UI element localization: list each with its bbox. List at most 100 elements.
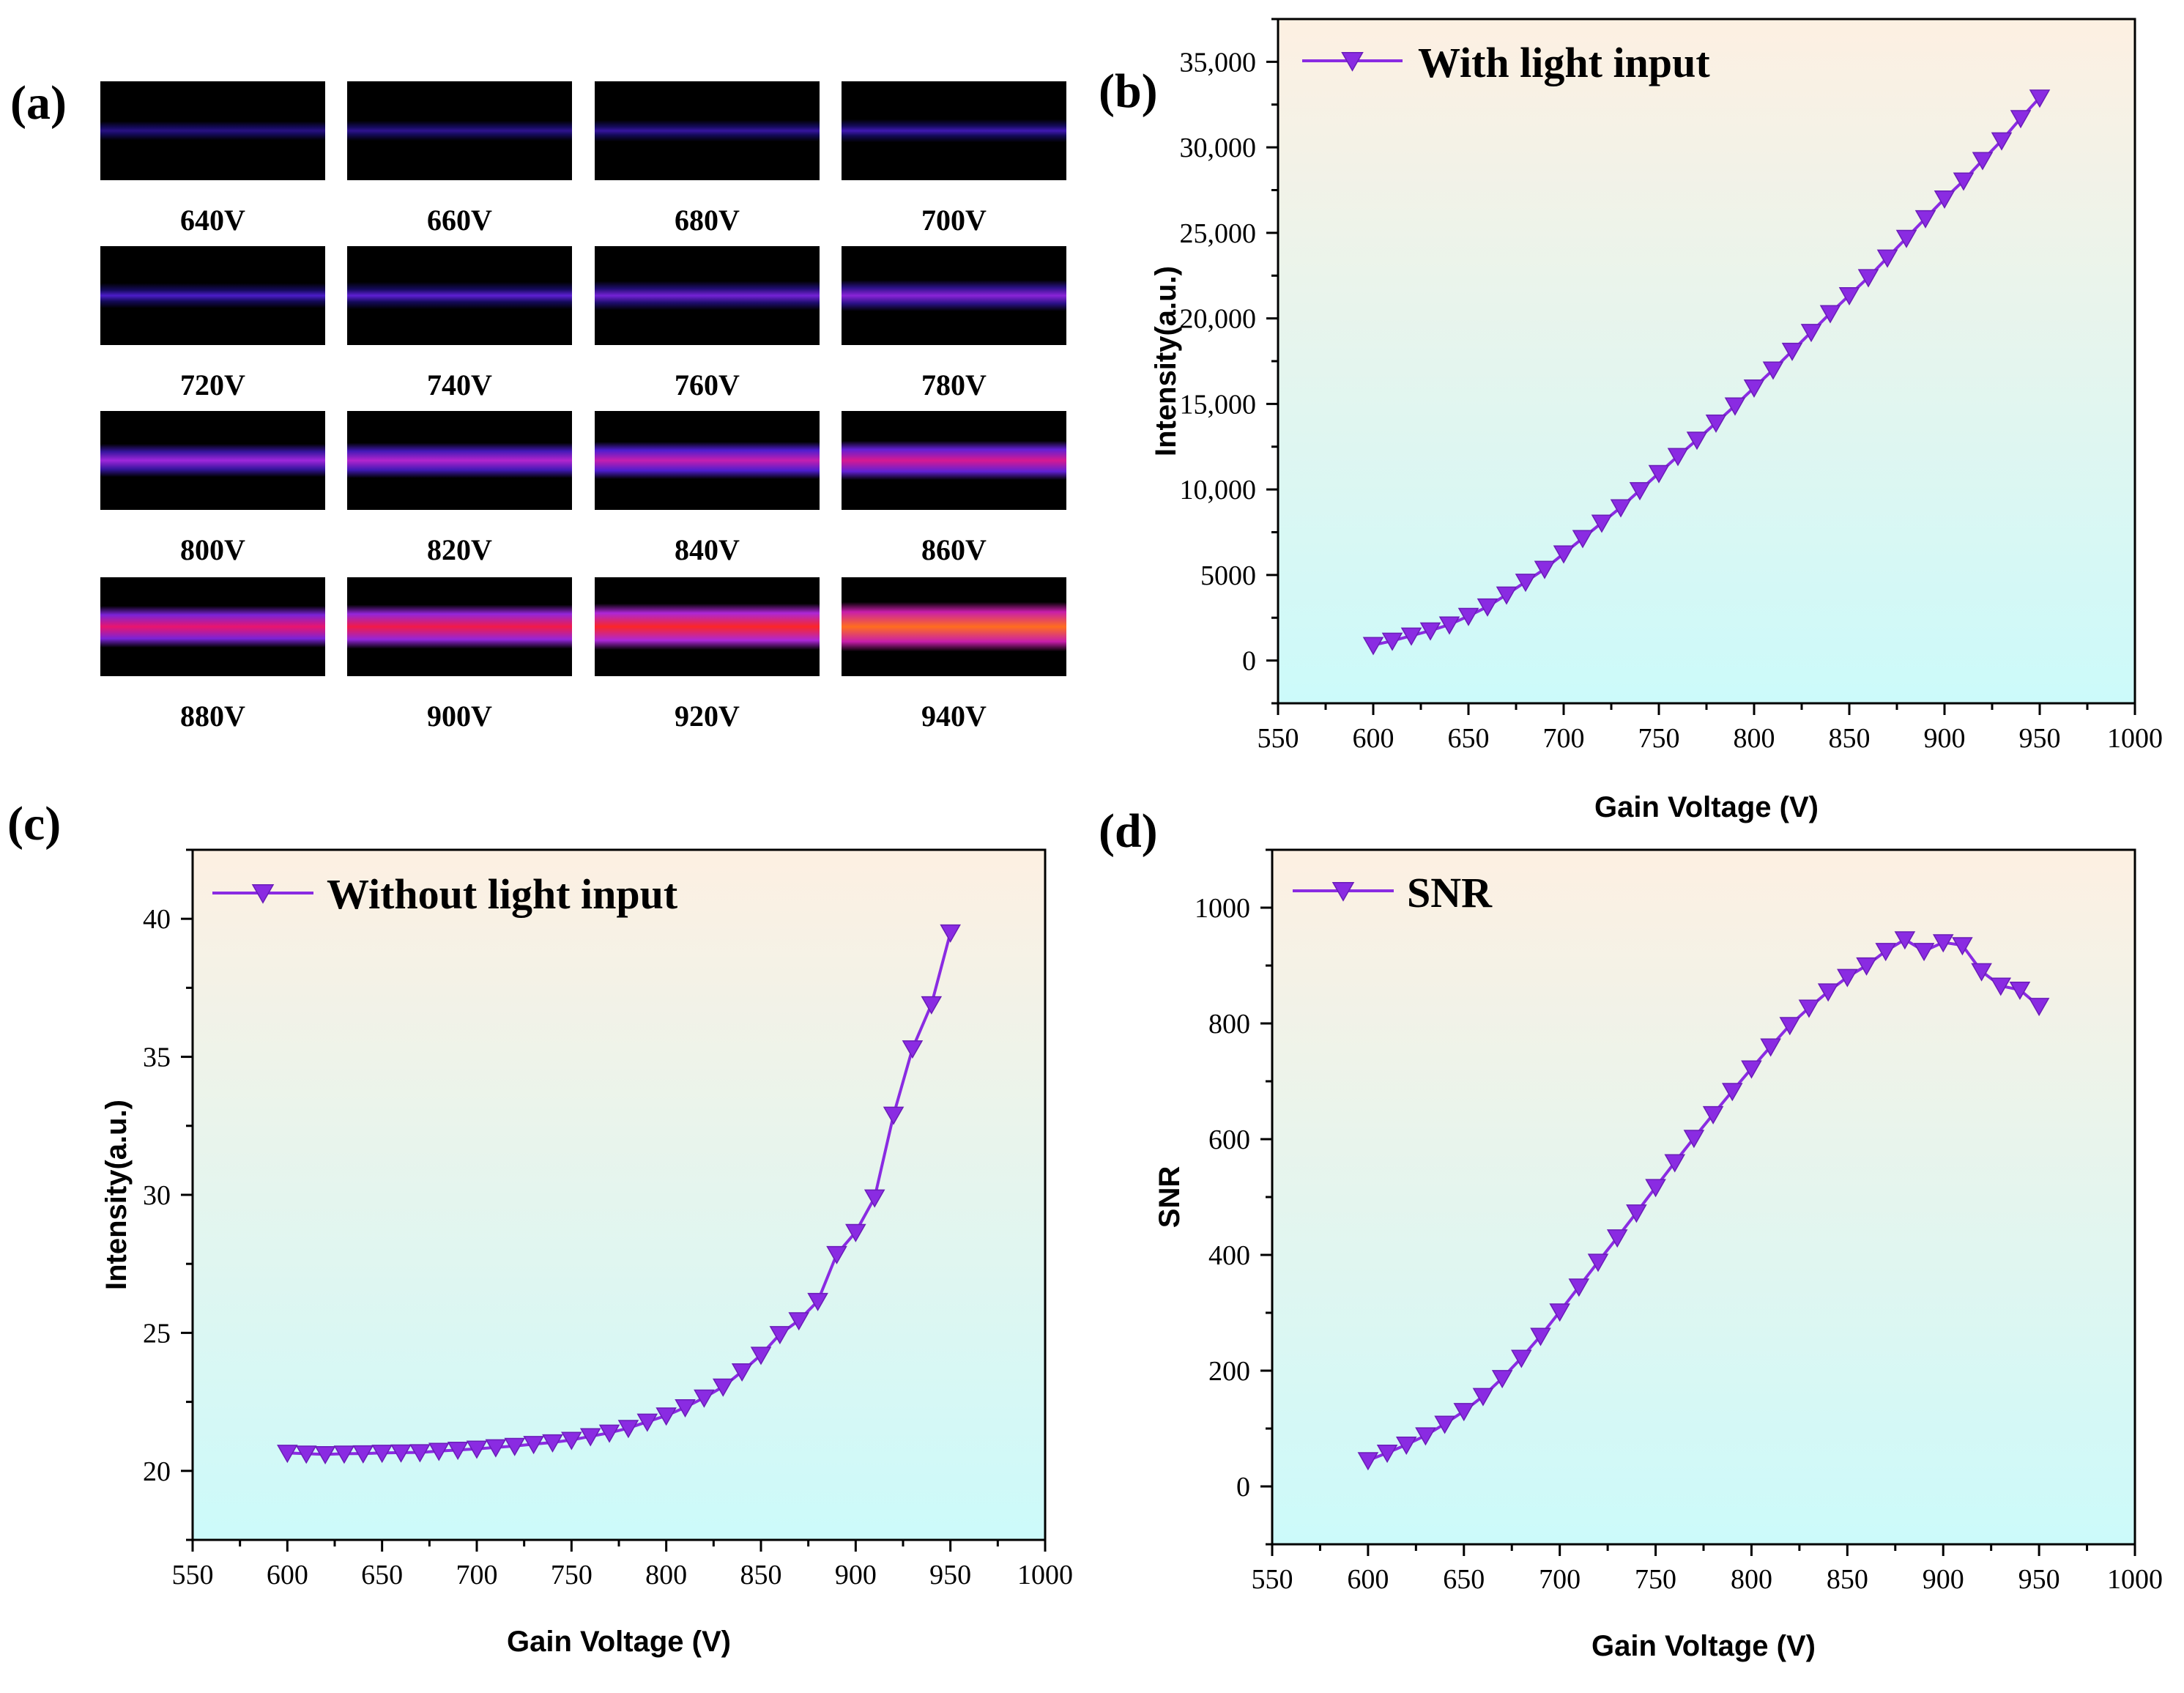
- panel-b-tag: (b): [1099, 64, 1158, 118]
- y-tick-label: 400: [1208, 1240, 1250, 1271]
- data-point: [694, 1389, 715, 1408]
- data-point: [2029, 89, 2051, 108]
- data-point: [1952, 937, 1973, 956]
- data-point: [1419, 622, 1441, 641]
- data-point: [750, 1346, 772, 1366]
- data-point: [542, 1434, 563, 1453]
- x-tick-label: 850: [740, 1560, 782, 1590]
- detector-image-voltage-label: 740V: [427, 368, 492, 401]
- detector-image: [595, 81, 820, 180]
- panel-b-plot-area: [1278, 19, 2135, 703]
- x-tick-label: 1000: [2107, 723, 2163, 754]
- detector-image: [347, 246, 572, 345]
- y-tick-label: 0: [1242, 646, 1256, 677]
- data-point: [1629, 482, 1651, 501]
- detector-image: [100, 81, 325, 180]
- data-point: [2010, 110, 2032, 129]
- data-point: [1362, 637, 1384, 656]
- data-point: [1606, 1229, 1628, 1248]
- data-point: [598, 1424, 620, 1443]
- y-tick-label: 600: [1208, 1125, 1250, 1155]
- data-point: [1610, 499, 1632, 518]
- data-point: [277, 1445, 298, 1464]
- data-point: [1798, 999, 1820, 1018]
- data-point: [1511, 1349, 1532, 1368]
- data-point: [409, 1444, 431, 1463]
- data-point: [333, 1445, 355, 1464]
- data-point: [807, 1292, 828, 1311]
- panel-d-chart: (d) 550 600 650 700 750 800 850 900 950 1000 0 200 4…: [1099, 804, 2163, 1662]
- detector-image: [100, 411, 325, 510]
- data-point: [1587, 1253, 1609, 1272]
- y-tick-label: 30: [143, 1180, 171, 1211]
- detector-image: [595, 411, 820, 510]
- panel-b-y-axis-title: Intensity(a.u.): [1150, 266, 1182, 456]
- detector-image-voltage-label: 720V: [180, 368, 245, 401]
- data-point: [1914, 210, 1936, 229]
- data-point: [1648, 464, 1670, 484]
- data-point: [921, 996, 943, 1015]
- data-point: [1781, 342, 1803, 361]
- data-point: [1876, 249, 1898, 268]
- data-point: [1837, 968, 1858, 988]
- data-point: [1530, 1327, 1551, 1346]
- data-point: [504, 1437, 526, 1456]
- data-point: [636, 1413, 658, 1432]
- data-point: [1762, 361, 1784, 380]
- y-tick-label: 40: [143, 904, 171, 935]
- x-tick-label: 650: [1448, 723, 1490, 754]
- data-point: [712, 1378, 734, 1397]
- x-tick-label: 950: [2018, 1564, 2060, 1595]
- data-point: [447, 1442, 469, 1461]
- data-point: [731, 1363, 753, 1382]
- data-point: [1743, 379, 1765, 399]
- detector-image: [347, 81, 572, 180]
- panel-d-tag: (d): [1099, 804, 1158, 858]
- data-point: [1591, 514, 1613, 533]
- detector-image-voltage-label: 640V: [180, 204, 245, 237]
- x-tick-label: 1000: [2107, 1564, 2163, 1595]
- data-point: [2009, 982, 2031, 1001]
- data-point: [1477, 598, 1498, 617]
- detector-image: [100, 577, 325, 676]
- panel-c-legend-label: Without light input: [327, 870, 678, 918]
- data-point: [826, 1245, 847, 1264]
- panel-a-image-grid: (a) 640V 660V 680V 700V 720V 740V 760V 780V 800V…: [10, 76, 1066, 733]
- legend-marker: [251, 884, 275, 904]
- data-point: [655, 1407, 677, 1426]
- data-point: [485, 1439, 507, 1458]
- data-point: [295, 1445, 317, 1464]
- x-tick-label: 600: [1347, 1564, 1389, 1595]
- y-tick-label: 25,000: [1180, 218, 1257, 249]
- data-point: [1453, 1403, 1475, 1422]
- data-point: [1838, 286, 1860, 305]
- data-point: [788, 1312, 810, 1331]
- x-tick-label: 750: [1635, 1564, 1676, 1595]
- y-tick-label: 1000: [1195, 893, 1250, 924]
- data-point: [883, 1106, 905, 1125]
- y-tick-label: 30,000: [1180, 133, 1257, 163]
- data-point: [1645, 1179, 1666, 1198]
- data-point: [1434, 1415, 1455, 1434]
- data-point: [1721, 1083, 1743, 1102]
- panel-c-chart: (c) 550 600 650 700 750 800 850 900 950 1000 20 25 3…: [7, 797, 1073, 1658]
- data-point: [1953, 172, 1975, 191]
- detector-image-voltage-label: 760V: [675, 368, 740, 401]
- data-point: [902, 1040, 924, 1059]
- detector-image: [842, 81, 1066, 180]
- x-tick-label: 900: [835, 1560, 877, 1590]
- panel-a-tag: (a): [10, 76, 67, 130]
- data-point: [1971, 963, 1992, 982]
- data-point: [769, 1326, 791, 1345]
- detector-image-voltage-label: 800V: [180, 533, 245, 566]
- data-point: [371, 1445, 393, 1464]
- y-tick-label: 20,000: [1180, 304, 1257, 335]
- data-point: [1667, 448, 1689, 467]
- data-point: [1856, 957, 1877, 976]
- detector-image: [595, 577, 820, 676]
- x-tick-label: 1000: [1017, 1560, 1073, 1590]
- detector-image: [842, 577, 1066, 676]
- data-point: [863, 1189, 885, 1208]
- data-point: [1568, 1278, 1590, 1297]
- detector-image-voltage-label: 920V: [675, 700, 740, 733]
